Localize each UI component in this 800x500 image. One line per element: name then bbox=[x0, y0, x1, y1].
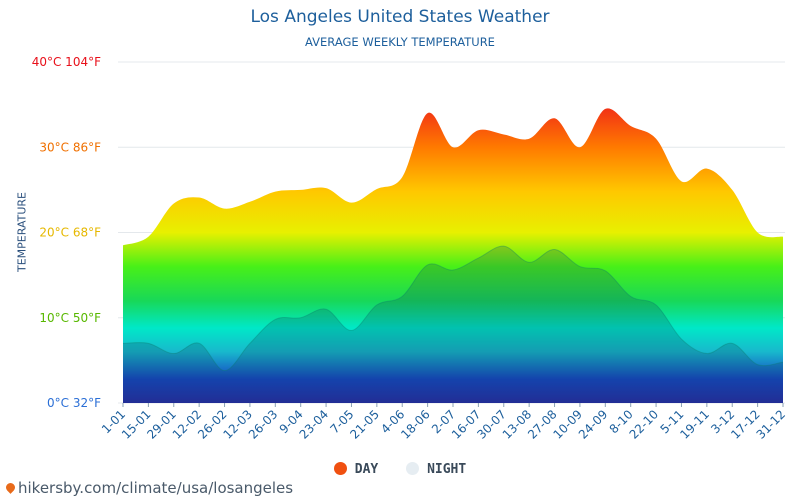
day-point[interactable] bbox=[502, 132, 506, 136]
day-point[interactable] bbox=[603, 107, 607, 111]
chart-legend: DAY NIGHT bbox=[0, 462, 800, 477]
day-point[interactable] bbox=[172, 202, 176, 206]
x-tick-label: 22-10 bbox=[627, 407, 662, 442]
day-point[interactable] bbox=[781, 235, 785, 239]
night-point[interactable] bbox=[527, 260, 531, 264]
y-tick-label: 30°C 86°F bbox=[39, 140, 101, 154]
day-point[interactable] bbox=[451, 145, 455, 149]
night-point[interactable] bbox=[172, 352, 176, 356]
night-point[interactable] bbox=[730, 341, 734, 345]
temperature-chart: 0°C 32°F 10°C 50°F 20°C 68°F 30°C 86°F 40°C … bbox=[32, 55, 789, 442]
night-point[interactable] bbox=[375, 303, 379, 307]
day-point[interactable] bbox=[324, 186, 328, 190]
day-temperature-area bbox=[123, 108, 783, 403]
night-point[interactable] bbox=[299, 316, 303, 320]
x-tick-label: 23-04 bbox=[297, 407, 332, 442]
legend-night-swatch bbox=[406, 462, 420, 475]
day-point[interactable] bbox=[426, 111, 430, 115]
night-point[interactable] bbox=[654, 303, 658, 307]
day-point[interactable] bbox=[705, 167, 709, 171]
day-point[interactable] bbox=[223, 207, 227, 211]
day-point[interactable] bbox=[299, 188, 303, 192]
day-point[interactable] bbox=[578, 145, 582, 149]
night-point[interactable] bbox=[426, 263, 430, 267]
night-point[interactable] bbox=[248, 341, 252, 345]
day-point[interactable] bbox=[553, 116, 557, 120]
night-point[interactable] bbox=[553, 248, 557, 252]
location-pin-icon bbox=[4, 481, 17, 494]
night-point[interactable] bbox=[349, 329, 353, 333]
day-point[interactable] bbox=[654, 137, 658, 141]
legend-night[interactable]: NIGHT bbox=[406, 462, 466, 477]
night-point[interactable] bbox=[679, 337, 683, 341]
night-shade bbox=[123, 246, 783, 403]
day-point[interactable] bbox=[730, 188, 734, 192]
chart-subtitle: AVERAGE WEEKLY TEMPERATURE bbox=[305, 35, 495, 49]
day-point[interactable] bbox=[756, 231, 760, 235]
day-point[interactable] bbox=[248, 200, 252, 204]
day-point[interactable] bbox=[349, 201, 353, 205]
legend-day[interactable]: DAY bbox=[333, 462, 379, 477]
night-point[interactable] bbox=[603, 269, 607, 273]
day-point[interactable] bbox=[121, 243, 125, 247]
night-point[interactable] bbox=[400, 294, 404, 298]
night-point[interactable] bbox=[121, 341, 125, 345]
night-point[interactable] bbox=[578, 265, 582, 269]
night-line bbox=[122, 245, 784, 372]
night-point[interactable] bbox=[756, 363, 760, 367]
day-point[interactable] bbox=[527, 137, 531, 141]
day-point[interactable] bbox=[679, 179, 683, 183]
x-tick-label: 21-05 bbox=[347, 407, 382, 442]
x-tick-label: 24-09 bbox=[576, 407, 611, 442]
y-tick-label: 20°C 68°F bbox=[39, 226, 101, 240]
night-point[interactable] bbox=[502, 244, 506, 248]
night-point[interactable] bbox=[629, 294, 633, 298]
night-point[interactable] bbox=[197, 341, 201, 345]
day-point[interactable] bbox=[400, 175, 404, 179]
night-point[interactable] bbox=[476, 256, 480, 260]
night-point[interactable] bbox=[273, 317, 277, 321]
chart-title: Los Angeles United States Weather bbox=[250, 7, 550, 27]
day-point[interactable] bbox=[197, 196, 201, 200]
night-point[interactable] bbox=[451, 268, 455, 272]
legend-day-label: DAY bbox=[354, 462, 379, 477]
source-link[interactable]: hikersby.com/climate/usa/losangeles bbox=[4, 479, 294, 497]
night-point[interactable] bbox=[705, 352, 709, 356]
day-point[interactable] bbox=[476, 128, 480, 132]
day-point[interactable] bbox=[273, 190, 277, 194]
y-tick-label: 10°C 50°F bbox=[39, 311, 101, 325]
x-tick-label: 26-03 bbox=[246, 407, 281, 442]
day-point[interactable] bbox=[629, 124, 633, 128]
legend-day-swatch bbox=[333, 462, 347, 475]
x-tick-label: 31-12 bbox=[754, 407, 789, 442]
y-tick-label: 0°C 32°F bbox=[47, 396, 101, 410]
night-point[interactable] bbox=[324, 307, 328, 311]
y-tick-label: 40°C 104°F bbox=[32, 55, 101, 69]
day-point[interactable] bbox=[375, 187, 379, 191]
day-point[interactable] bbox=[146, 235, 150, 239]
night-point[interactable] bbox=[146, 341, 150, 345]
night-point[interactable] bbox=[223, 369, 227, 373]
legend-night-label: NIGHT bbox=[427, 462, 467, 477]
x-tick-label: 18-06 bbox=[398, 407, 433, 442]
night-point[interactable] bbox=[781, 360, 785, 364]
source-link-text: hikersby.com/climate/usa/losangeles bbox=[18, 479, 294, 497]
x-tick-label: 19-11 bbox=[677, 407, 712, 442]
